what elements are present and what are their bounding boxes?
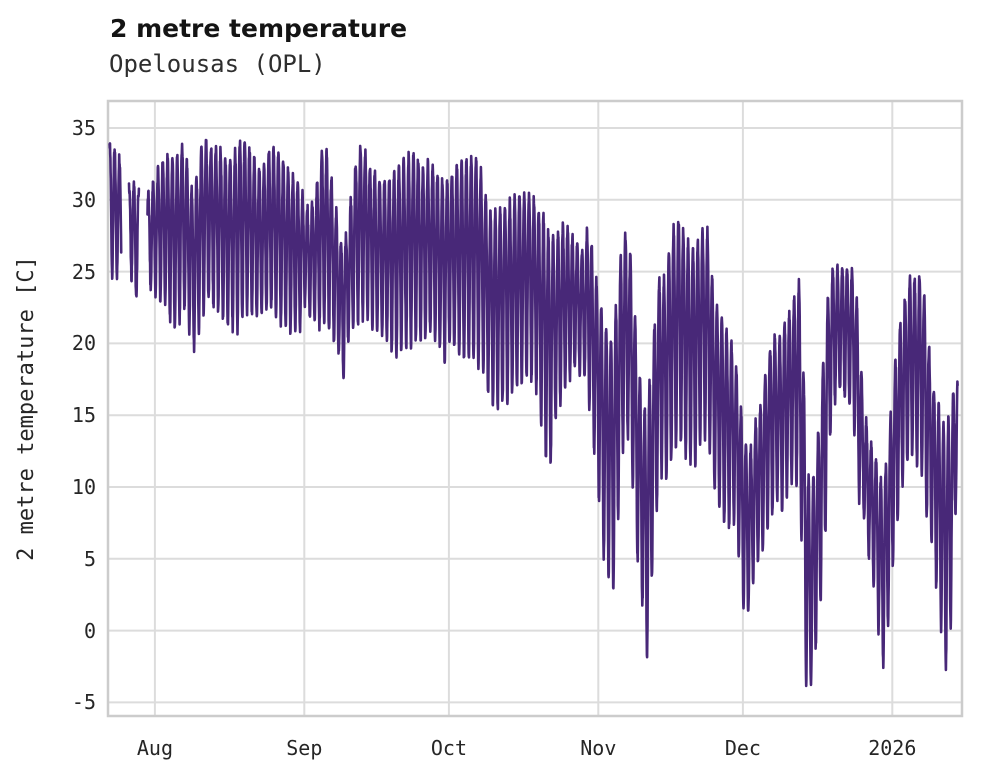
x-tick-label: Aug <box>136 736 173 760</box>
y-tick-label: 25 <box>71 259 96 284</box>
temperature-line <box>108 142 123 281</box>
x-tick-label: 2026 <box>868 736 917 760</box>
y-tick-label: 0 <box>83 618 96 643</box>
chart-subtitle: Opelousas (OPL) <box>109 50 326 78</box>
axes-spine <box>106 99 964 718</box>
x-tick-label: Oct <box>430 736 467 760</box>
y-tick-label: 30 <box>71 187 96 212</box>
y-tick-label: 5 <box>83 546 96 571</box>
temperature-line <box>146 138 959 688</box>
x-tick-label: Nov <box>580 736 617 760</box>
chart-title: 2 metre temperature <box>110 14 408 43</box>
y-tick-label: 15 <box>71 403 96 428</box>
x-tick-label: Sep <box>286 736 323 760</box>
y-tick-label: -5 <box>71 690 96 715</box>
y-tick-label: 10 <box>71 474 96 499</box>
y-tick-label: 20 <box>71 331 96 356</box>
y-tick-label: 35 <box>71 115 96 140</box>
temperature-line <box>127 180 141 298</box>
x-tick-label: Dec <box>724 736 761 760</box>
